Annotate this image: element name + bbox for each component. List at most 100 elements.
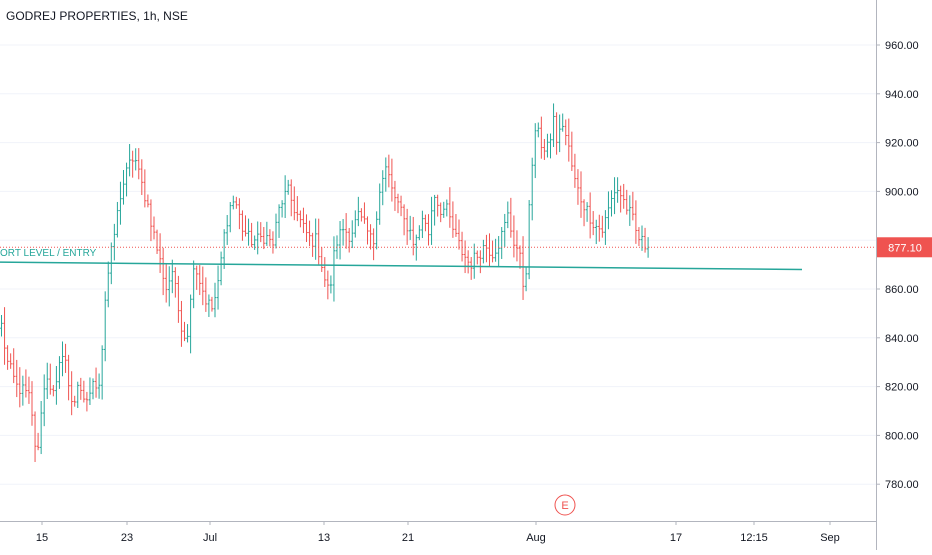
ohlc-bar bbox=[299, 210, 302, 228]
y-tick-label: 780.00 bbox=[885, 479, 919, 491]
ohlc-bar bbox=[512, 215, 516, 258]
x-tick-label: Sep bbox=[820, 532, 840, 544]
ohlc-bar bbox=[372, 228, 375, 261]
ohlc-bar bbox=[24, 369, 28, 398]
ohlc-bar bbox=[302, 207, 305, 234]
last-price-value: 877.10 bbox=[888, 242, 922, 254]
ohlc-bar bbox=[430, 196, 433, 245]
ohlc-bar bbox=[500, 227, 503, 259]
ohlc-bar bbox=[347, 227, 351, 253]
ohlc-bar bbox=[543, 138, 546, 160]
ohlc-bar bbox=[549, 133, 552, 159]
ohlc-bar bbox=[21, 375, 25, 406]
ohlc-bar bbox=[546, 133, 549, 158]
ohlc-bar bbox=[67, 354, 70, 401]
ohlc-bar bbox=[503, 213, 507, 247]
ohlc-bar bbox=[143, 169, 147, 208]
last-price-badge: 877.10 bbox=[877, 237, 932, 258]
ohlc-bar bbox=[61, 341, 64, 377]
ohlc-bar bbox=[204, 277, 208, 312]
ohlc-bar bbox=[601, 215, 604, 238]
ohlc-bar bbox=[457, 219, 461, 250]
ohlc-bar bbox=[378, 183, 381, 225]
x-tick-label: Jul bbox=[203, 532, 217, 544]
ohlc-bar bbox=[408, 215, 412, 240]
ohlc-bar bbox=[640, 225, 644, 251]
ohlc-bar bbox=[189, 294, 192, 354]
ohlc-bar bbox=[439, 202, 442, 223]
ohlc-bar bbox=[622, 183, 625, 209]
ohlc-bar bbox=[320, 247, 324, 273]
ohlc-bar bbox=[152, 216, 156, 240]
ohlc-bar bbox=[369, 224, 372, 250]
ohlc-bar bbox=[540, 116, 543, 159]
y-tick-label: 840.00 bbox=[885, 333, 919, 345]
ohlc-bar bbox=[265, 221, 269, 246]
x-tick-label: 21 bbox=[402, 532, 414, 544]
ohlc-bar bbox=[472, 243, 476, 279]
ohlc-bar bbox=[49, 363, 52, 395]
ohlc-bar bbox=[85, 391, 89, 412]
support-line-label: ORT LEVEL / ENTRY bbox=[0, 248, 97, 259]
ohlc-bar bbox=[235, 196, 238, 209]
ohlc-bar bbox=[390, 158, 394, 202]
ohlc-bar bbox=[271, 231, 275, 254]
ohlc-bar bbox=[442, 201, 446, 218]
ohlc-bar bbox=[405, 208, 409, 245]
ohlc-bar bbox=[625, 189, 629, 215]
ohlc-bar bbox=[427, 214, 430, 246]
ohlc-bar bbox=[314, 218, 317, 260]
ohlc-bar bbox=[128, 144, 131, 177]
ohlc-bar bbox=[158, 233, 162, 273]
ohlc-bar bbox=[424, 214, 427, 232]
ohlc-bar bbox=[384, 157, 388, 192]
ohlc-bar bbox=[167, 266, 171, 307]
ohlc-bar bbox=[12, 348, 15, 384]
ohlc-bar bbox=[134, 148, 137, 171]
ohlc-bar bbox=[555, 112, 558, 155]
ohlc-bar bbox=[186, 324, 189, 343]
ohlc-bar bbox=[0, 314, 3, 337]
ohlc-bar bbox=[524, 267, 528, 292]
ohlc-bar bbox=[332, 236, 336, 302]
ohlc-bar bbox=[521, 236, 525, 300]
ohlc-bar bbox=[42, 374, 46, 427]
ohlc-bar bbox=[6, 345, 9, 370]
ohlc-bar bbox=[436, 194, 439, 217]
ohlc-bar bbox=[125, 162, 128, 197]
ohlc-bar bbox=[27, 376, 31, 404]
ohlc-bar bbox=[289, 179, 293, 217]
ohlc-bar bbox=[463, 240, 467, 274]
ohlc-bar bbox=[573, 153, 577, 188]
ohlc-bar bbox=[399, 195, 403, 217]
ohlc-bar bbox=[244, 215, 247, 237]
ohlc-bar bbox=[52, 385, 55, 397]
x-tick-label: 15 bbox=[36, 532, 48, 544]
ohlc-bar bbox=[415, 234, 418, 261]
ohlc-bar bbox=[350, 220, 354, 249]
ohlc-bar bbox=[155, 229, 159, 255]
ohlc-bar bbox=[286, 179, 290, 195]
ohlc-bar bbox=[381, 170, 385, 206]
ohlc-bar bbox=[79, 377, 83, 400]
ohlc-bar bbox=[329, 275, 333, 294]
ohlc-bar bbox=[341, 218, 345, 246]
ohlc-bar bbox=[579, 171, 583, 218]
y-tick-label: 820.00 bbox=[885, 382, 919, 394]
ohlc-bar bbox=[18, 367, 22, 408]
ohlc-bar bbox=[94, 367, 98, 398]
ohlc-bar bbox=[283, 175, 287, 219]
ohlc-bar bbox=[201, 266, 205, 306]
ohlc-bar bbox=[634, 200, 638, 244]
ohlc-bar bbox=[527, 200, 531, 280]
ohlc-bar bbox=[64, 343, 67, 373]
ohlc-bar bbox=[103, 291, 107, 362]
ohlc-bar bbox=[149, 199, 153, 242]
ohlc-bar bbox=[219, 251, 223, 286]
ohlc-bar bbox=[585, 202, 589, 222]
ohlc-bar bbox=[460, 231, 464, 262]
ohlc-bars-layer bbox=[0, 103, 650, 463]
grid-layer bbox=[0, 44, 876, 485]
ohlc-bar bbox=[515, 230, 519, 262]
